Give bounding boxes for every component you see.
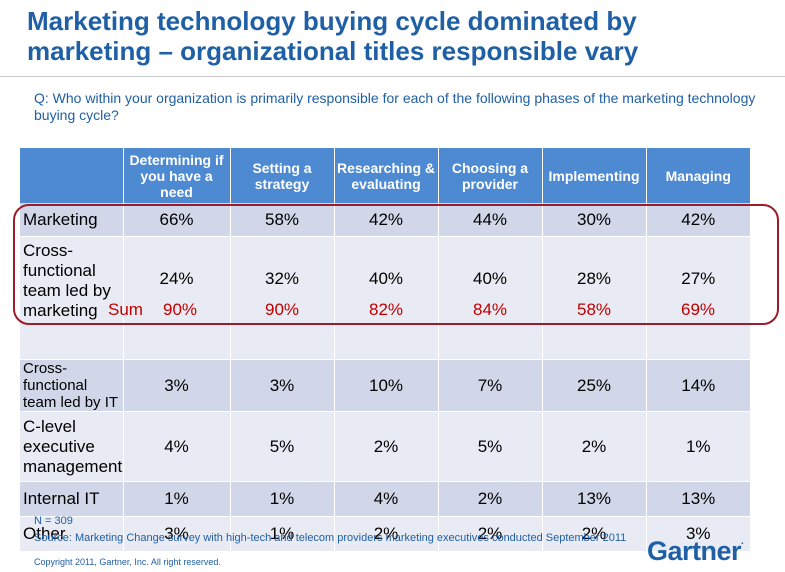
header-need: Determining if you have a need [123,148,231,203]
header-choosing: Choosing a provider [438,148,543,203]
table-cell: 3% [230,359,335,412]
table-cell: 25% [542,359,647,412]
table-cell: 2% [334,411,439,482]
table-cell: 2% [438,481,543,517]
table-row: Other 3% 1% 2% 2% 2% 3% [20,516,750,552]
header-implementing: Implementing [542,148,647,203]
table-cell: 2% [542,411,647,482]
table-row: Cross-functional team led by marketing 2… [20,236,750,360]
sum-value: 82% [368,300,404,319]
table-cell: 2% [334,516,439,552]
table-cell: 1% [123,481,231,517]
table-cell: 66% [123,203,231,237]
table-row: C-level executive management 4% 5% 2% 5%… [20,411,750,482]
table-cell: 44% [438,203,543,237]
table-cell: 28% [542,236,647,360]
source-note: Source: Marketing Change survey with hig… [34,532,627,544]
table-cell: 3% [646,516,750,552]
row-label: Cross-functional team led by IT [20,359,124,412]
logo-dot-icon: . [741,536,744,547]
sum-value: 58% [576,300,612,319]
table-cell: 2% [438,516,543,552]
table-cell: 1% [230,516,335,552]
table-row: Internal IT 1% 1% 4% 2% 13% 13% [20,481,750,517]
table-cell: 1% [646,411,750,482]
sum-label: Sum [108,300,143,319]
slide-title: Marketing technology buying cycle domina… [27,6,639,66]
header-corner [20,148,124,203]
table-cell: 13% [542,481,647,517]
table-row: Marketing 66% 58% 42% 44% 30% 42% [20,203,750,237]
table-cell: 3% [123,359,231,412]
row-label: Internal IT [20,481,124,517]
table-cell: 4% [123,411,231,482]
table-cell: 27% [646,236,750,360]
table-cell: 24% [123,236,231,360]
sum-value: 69% [680,300,716,319]
table-cell: 10% [334,359,439,412]
table-cell: 5% [438,411,543,482]
table-cell: 58% [230,203,335,237]
row-label: C-level executive management [20,411,124,482]
logo-text: Gartner [647,536,742,566]
table-cell: 14% [646,359,750,412]
sum-value: 90% [162,300,198,319]
row-label: Cross-functional team led by marketing [20,236,124,360]
table-cell: 7% [438,359,543,412]
header-managing: Managing [646,148,750,203]
title-divider [0,76,785,77]
gartner-logo: Gartner. [647,536,744,567]
sum-value: 84% [472,300,508,319]
header-researching: Researching & evaluating [334,148,439,203]
table-row: Cross-functional team led by IT 3% 3% 10… [20,359,750,412]
table-cell: 42% [646,203,750,237]
sample-size-note: N = 309 [34,515,73,527]
table-cell: 2% [542,516,647,552]
table-header-row: Determining if you have a need Setting a… [20,148,750,203]
copyright-note: Copyright 2011, Gartner, Inc. All right … [34,557,221,567]
survey-question: Q: Who within your organization is prima… [34,90,756,123]
header-strategy: Setting a strategy [230,148,335,203]
table-cell: 4% [334,481,439,517]
table-cell: 3% [123,516,231,552]
table-cell: 42% [334,203,439,237]
table-cell: 30% [542,203,647,237]
table-cell: 5% [230,411,335,482]
responsibility-table: Determining if you have a need Setting a… [20,148,750,552]
table-cell: 40% [438,236,543,360]
table-cell: 1% [230,481,335,517]
sum-value: 90% [264,300,300,319]
table-cell: 40% [334,236,439,360]
row-label: Marketing [20,203,124,237]
table-cell: 32% [230,236,335,360]
row-label: Other [20,516,124,552]
marketing-highlight-outline [13,204,779,325]
table-cell: 13% [646,481,750,517]
